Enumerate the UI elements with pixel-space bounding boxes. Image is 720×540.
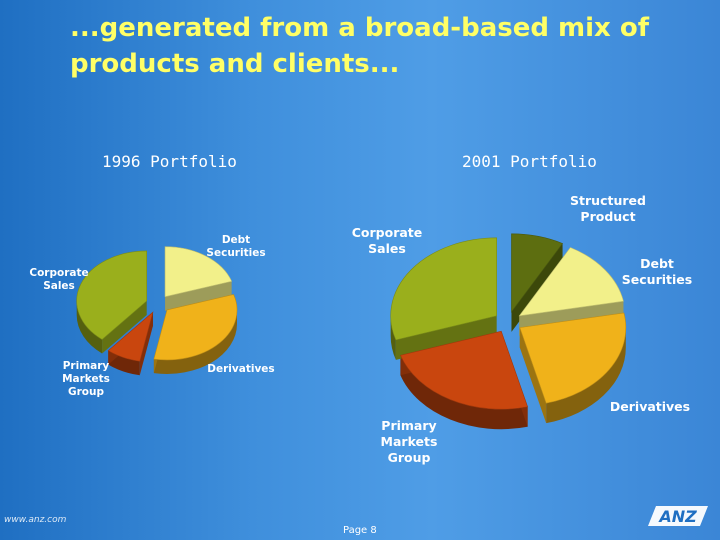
- slice-label-line: Primary: [381, 418, 436, 433]
- anz-logo-text: ANZ: [657, 507, 697, 526]
- anz-logo-icon: ANZ: [648, 506, 708, 526]
- slice-side-derivatives: [153, 309, 238, 374]
- slice-label-line: Corporate: [29, 267, 88, 279]
- chart-title-2001: 2001 Portfolio: [462, 152, 597, 171]
- slide-title-line-1: ...generated from a broad-based mix of: [70, 13, 650, 43]
- slice-label-derivatives: Derivatives: [610, 399, 690, 414]
- slice-label-debt-securities: Debt Securities: [206, 234, 265, 259]
- slice-label-line: Markets: [381, 434, 438, 449]
- slice-label-line: Debt: [640, 256, 674, 271]
- slice-primary-markets-group: [107, 311, 154, 362]
- slice-debt-securities: [164, 246, 233, 298]
- slice-derivatives: [153, 294, 238, 361]
- slice-label-line: Markets: [62, 373, 110, 385]
- slice-structured-product: [511, 233, 564, 313]
- pie-chart-1: Structured Product Debt Securities Derivativ…: [352, 193, 692, 465]
- footer-url: www.anz.com: [4, 515, 67, 525]
- slice-label-line: Primary: [63, 360, 110, 372]
- slice-label-debt-securities: Debt Securities: [622, 256, 692, 287]
- slice-label-corporate-sales: Corporate Sales: [29, 267, 88, 292]
- slide-title-line-2: products and clients...: [70, 49, 400, 79]
- slice-edge-derivatives: [519, 327, 547, 424]
- slice-label-line: Debt: [222, 234, 250, 246]
- slice-label-corporate-sales: Corporate Sales: [352, 225, 423, 256]
- slice-side-derivatives: [546, 327, 626, 424]
- pie-chart-0: Debt Securities Derivatives Primary Markets G…: [29, 234, 274, 398]
- slice-edge-corporate-sales: [395, 315, 497, 360]
- slice-label-line: Group: [388, 450, 431, 465]
- slice-side-corporate-sales: [390, 315, 396, 360]
- slice-label-line: Derivatives: [610, 399, 690, 414]
- slice-corporate-sales: [76, 250, 148, 340]
- slice-derivatives: [519, 312, 627, 404]
- slice-label-line: Derivatives: [207, 363, 274, 375]
- slice-corporate-sales: [390, 237, 497, 341]
- slice-label-primary-markets-group: Primary Markets Group: [62, 360, 110, 398]
- slice-label-line: Sales: [368, 241, 406, 256]
- chart-title-1996: 1996 Portfolio: [102, 152, 237, 171]
- slice-label-line: Sales: [43, 280, 75, 292]
- slice-side-corporate-sales: [76, 300, 103, 354]
- slice-side-primary-markets-group: [400, 355, 528, 430]
- slice-edge-debt-securities: [165, 281, 232, 311]
- slice-label-derivatives: Derivatives: [207, 363, 274, 375]
- slice-label-primary-markets-group: Primary Markets Group: [381, 418, 438, 465]
- slice-label-line: Corporate: [352, 225, 423, 240]
- slice-edge-corporate-sales: [102, 300, 147, 354]
- slide-title: ...generated from a broad-based mix of p…: [70, 10, 710, 82]
- slice-label-line: Securities: [206, 247, 265, 259]
- slice-label-line: Structured: [570, 193, 646, 208]
- slice-debt-securities: [518, 247, 624, 317]
- page-number: Page 8: [343, 525, 377, 536]
- slice-label-line: Securities: [622, 272, 692, 287]
- slice-label-line: Group: [68, 386, 104, 398]
- slice-label-structured-product: Structured Product: [570, 193, 646, 224]
- slice-primary-markets-group: [400, 330, 529, 410]
- slice-label-line: Product: [580, 209, 635, 224]
